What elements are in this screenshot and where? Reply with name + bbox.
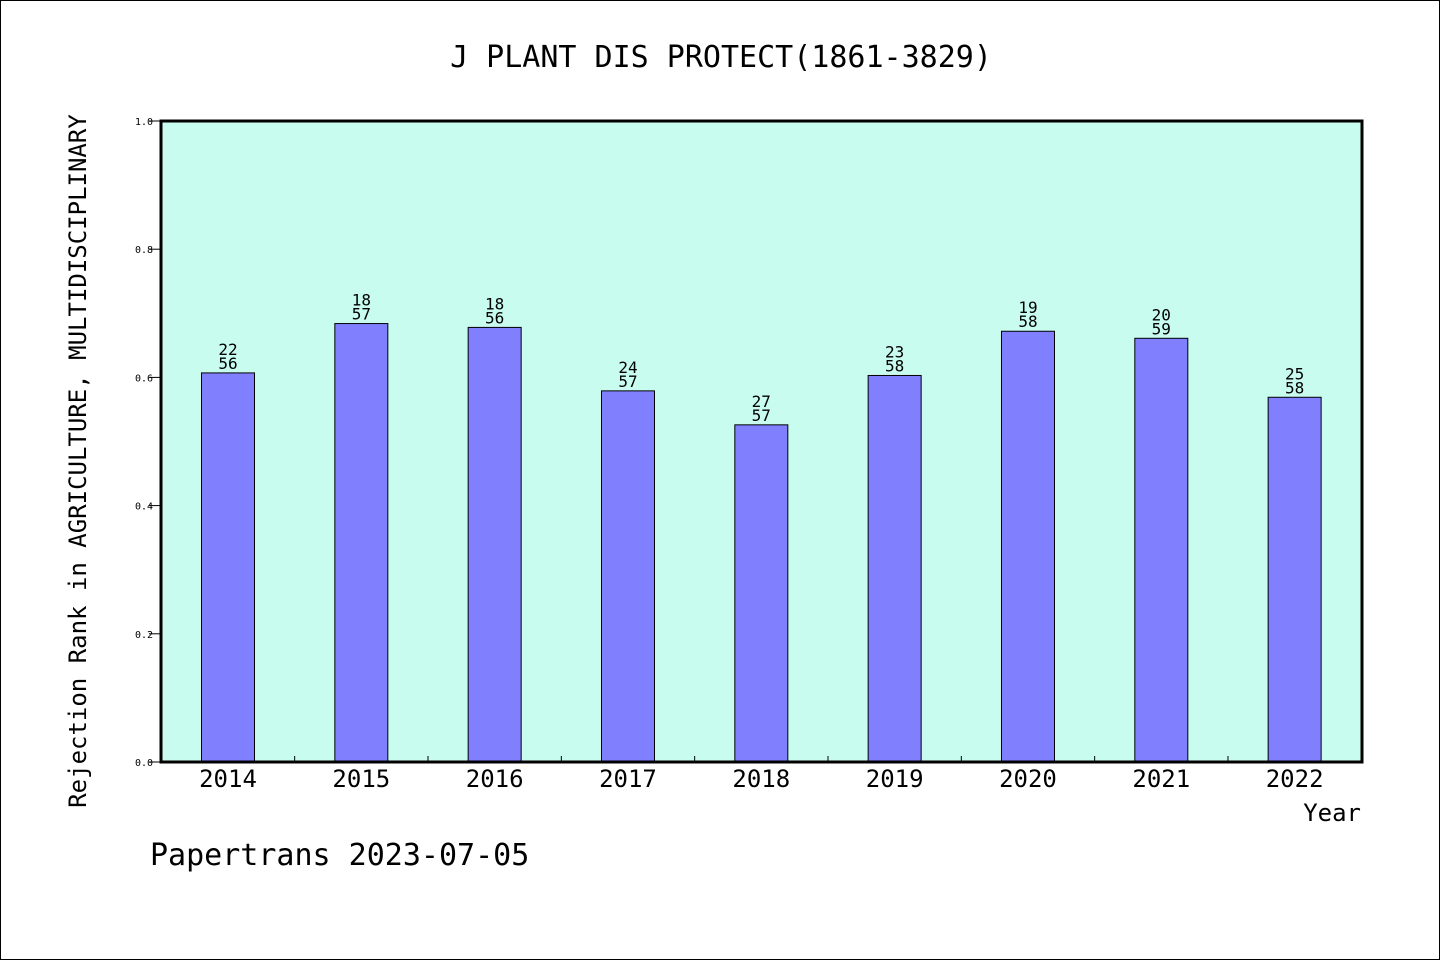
y-axis-ticks: 0.0 0.2 0.4 0.6 0.8 1.0 — [135, 117, 161, 769]
bar-label-rank: 23 — [885, 342, 904, 361]
x-tick-label: 2021 — [1132, 765, 1190, 793]
bar-label-total: 57 — [352, 305, 371, 324]
bar-2021 — [1134, 337, 1189, 763]
x-tick-label: 2014 — [199, 765, 257, 793]
x-tick-label: 2016 — [466, 765, 524, 793]
y-tick-label: 0.2 — [135, 630, 153, 641]
y-tick-label: 0.0 — [135, 758, 153, 769]
x-axis-label: Year — [1303, 799, 1361, 827]
bar-label-rank: 20 — [1152, 305, 1171, 324]
bar-label-rank: 19 — [1018, 298, 1037, 317]
bar-label-rank: 22 — [218, 340, 237, 359]
bar-2020 — [1000, 330, 1055, 763]
bar-label-rank: 25 — [1285, 364, 1304, 383]
y-axis-label: Rejection Rank in AGRICULTURE, MULTIDISC… — [64, 114, 92, 808]
chart-title: J PLANT DIS PROTECT(1861-3829) — [450, 40, 992, 75]
plot-border — [159, 119, 1364, 764]
bar-label-total: 56 — [218, 354, 237, 373]
x-tick-label: 2022 — [1266, 765, 1324, 793]
y-tick-label: 1.0 — [135, 117, 153, 128]
x-tick-label: 2015 — [332, 765, 390, 793]
bar-2018 — [734, 424, 789, 763]
x-tick-label: 2017 — [599, 765, 657, 793]
bar-2017 — [600, 390, 655, 763]
bar-label-total: 57 — [752, 406, 771, 425]
y-tick-label: 0.8 — [135, 245, 153, 256]
y-tick-label: 0.4 — [135, 502, 153, 513]
bar-label-total: 56 — [485, 308, 504, 327]
footer-text: Papertrans 2023-07-05 — [150, 838, 529, 873]
y-tick-label: 0.6 — [135, 373, 153, 384]
bar-label-total: 59 — [1152, 319, 1171, 338]
bar-label-total: 58 — [1285, 378, 1304, 397]
x-axis-ticks: 2014 2015 2016 2017 2018 2019 2020 2021 2022 — [199, 756, 1324, 793]
bar-2015 — [334, 323, 389, 763]
bar-label-total: 58 — [885, 356, 904, 375]
bar-label-rank: 24 — [618, 358, 637, 377]
bar-2016 — [467, 326, 522, 763]
bar-2022 — [1267, 396, 1322, 763]
bar-2019 — [867, 374, 922, 763]
bars-group — [201, 323, 1322, 763]
bar-label-total: 58 — [1018, 312, 1037, 331]
bar-label-total: 57 — [618, 372, 637, 391]
bar-2014 — [201, 372, 255, 763]
bar-label-rank: 18 — [352, 291, 371, 310]
x-tick-label: 2018 — [732, 765, 790, 793]
bar-label-rank: 18 — [485, 294, 504, 313]
x-tick-label: 2019 — [866, 765, 924, 793]
x-tick-label: 2020 — [999, 765, 1057, 793]
bar-label-rank: 27 — [752, 392, 771, 411]
